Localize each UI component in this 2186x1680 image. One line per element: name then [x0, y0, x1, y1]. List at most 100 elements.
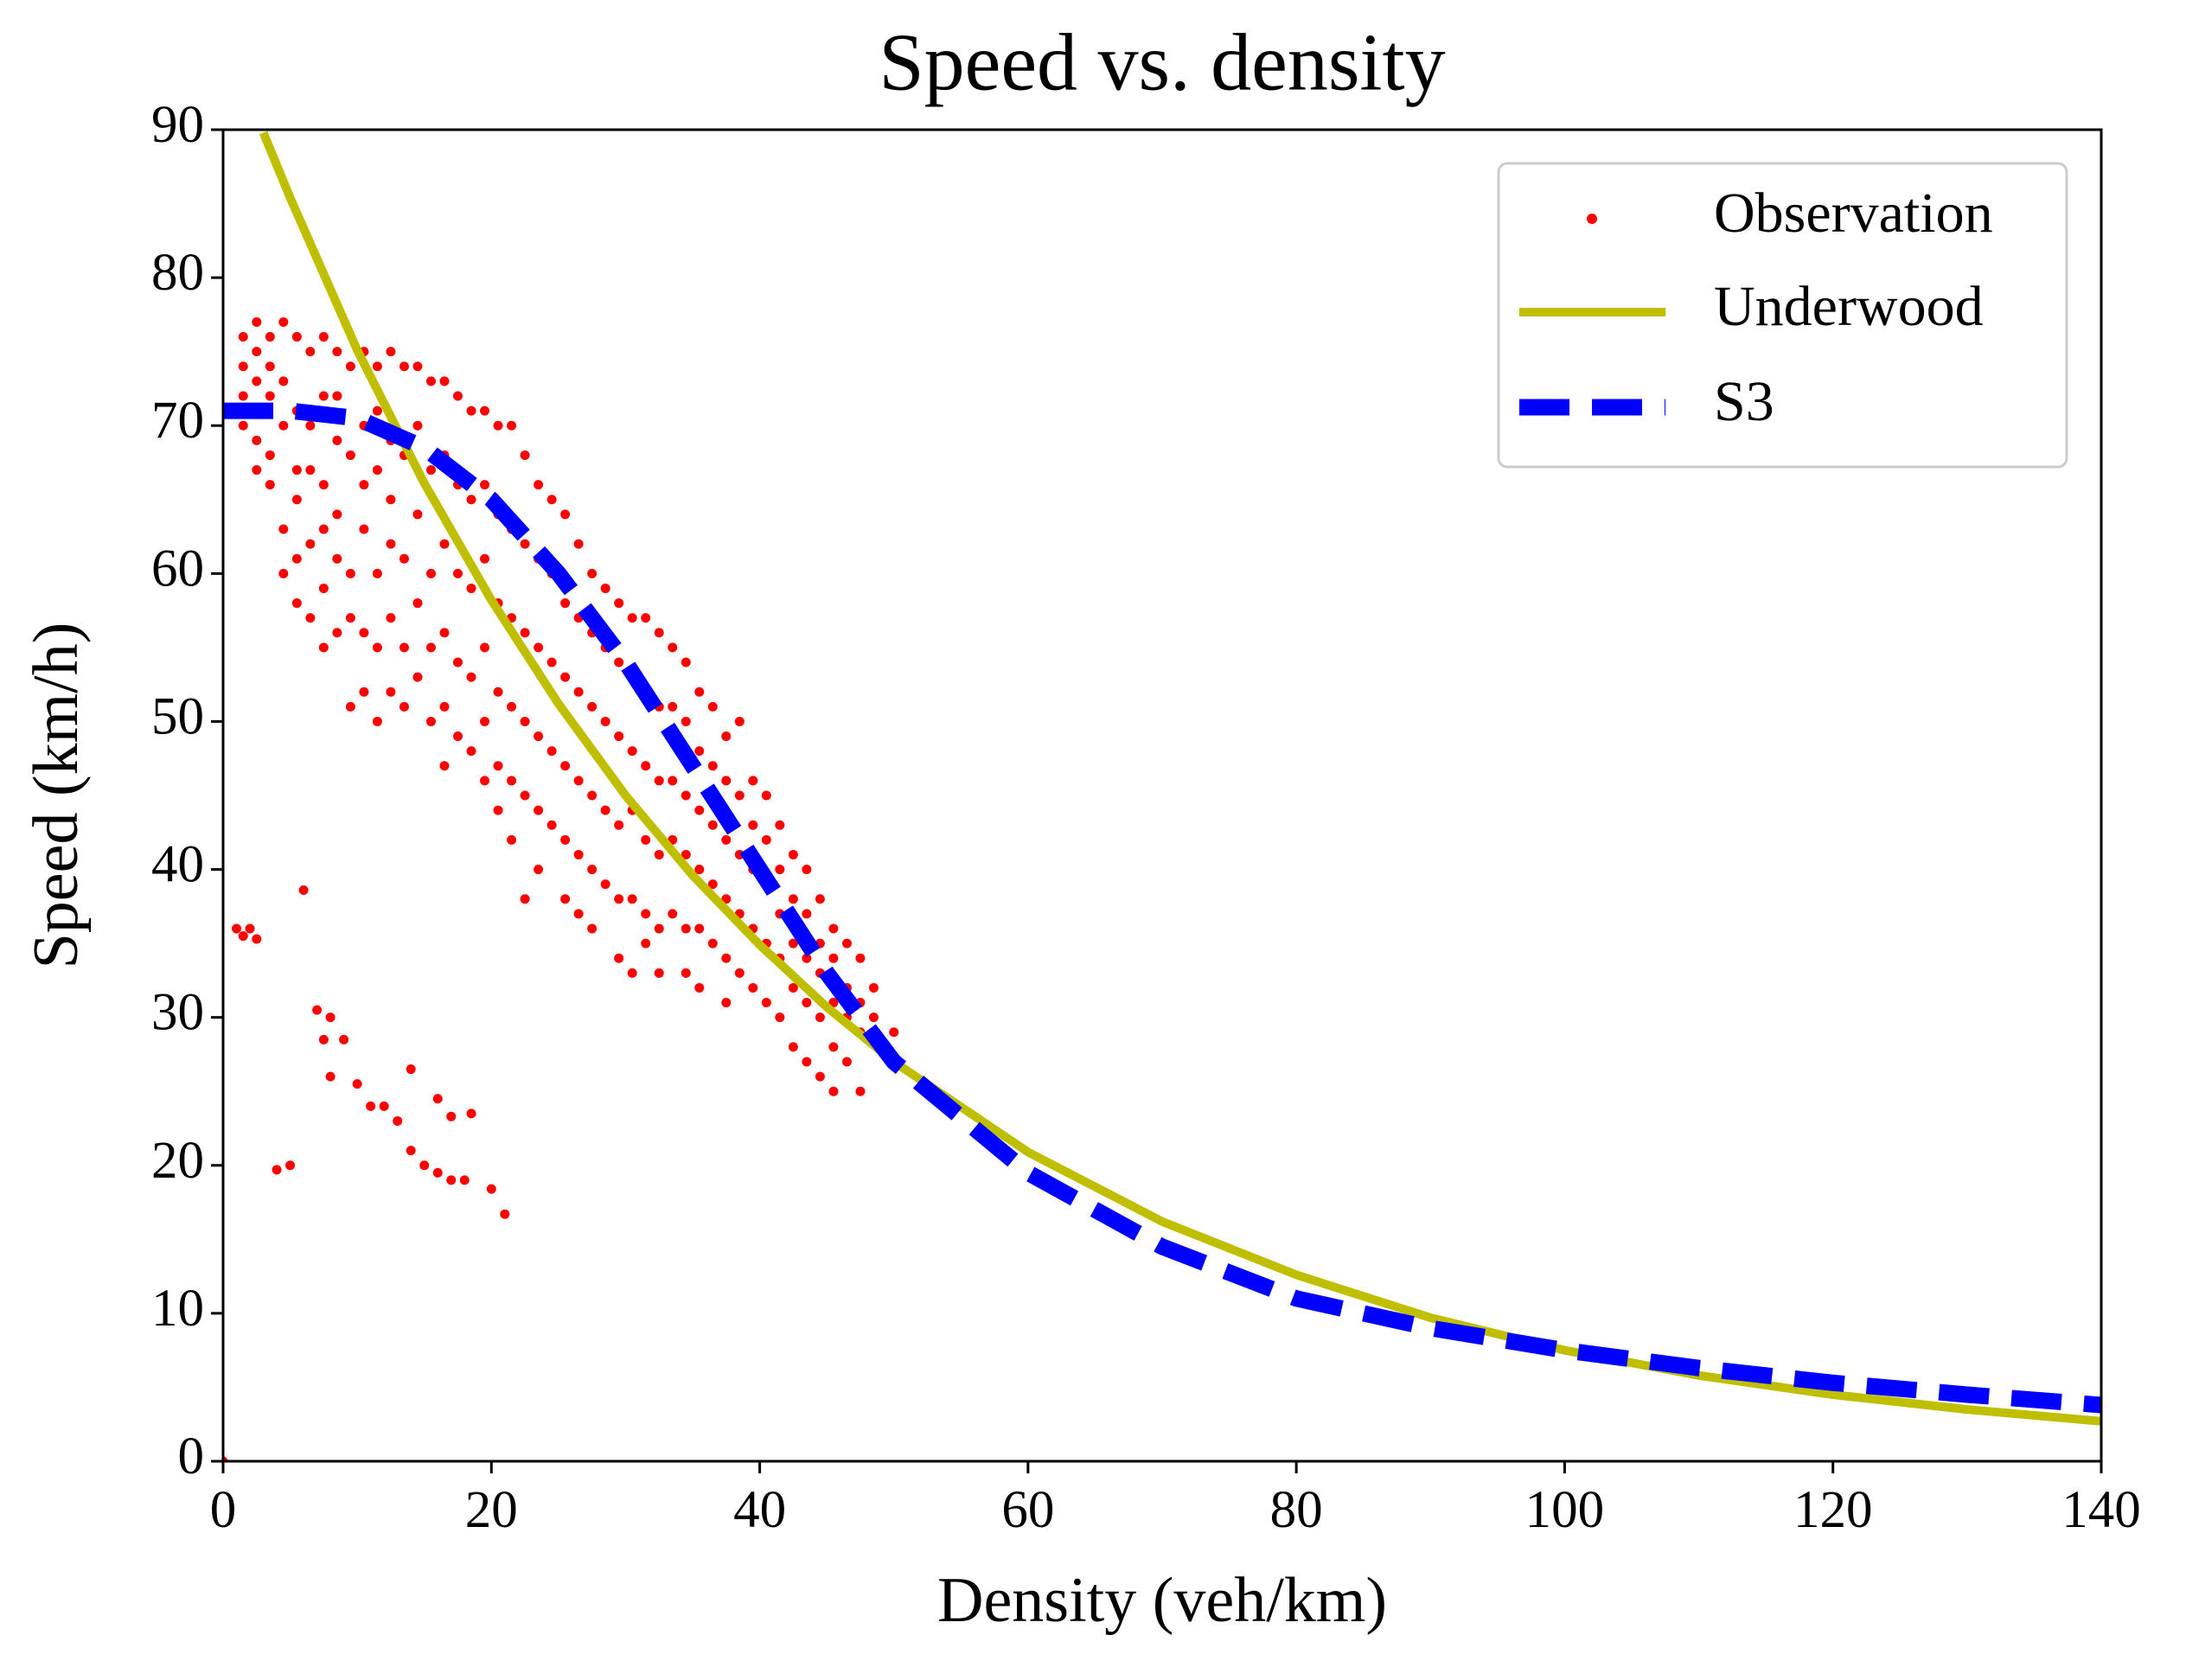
observation-point	[587, 790, 598, 801]
observation-point	[641, 834, 651, 845]
observation-point	[406, 1146, 416, 1156]
observation-point	[654, 968, 664, 978]
observation-point	[681, 716, 691, 726]
observation-point	[372, 465, 382, 476]
observation-point	[560, 834, 571, 845]
observation-point	[641, 938, 651, 949]
observation-point	[345, 613, 355, 623]
observation-point	[480, 406, 490, 416]
observation-point	[560, 598, 571, 609]
observation-point	[573, 776, 584, 786]
observation-point	[272, 1165, 282, 1175]
observation-point	[668, 701, 678, 712]
observation-point	[291, 332, 302, 342]
observation-point	[453, 657, 463, 668]
observation-point	[721, 953, 732, 963]
observation-point	[252, 465, 262, 476]
observation-point	[486, 1184, 496, 1194]
y-axis-label: Speed (km/h)	[21, 623, 92, 969]
observation-point	[654, 628, 664, 638]
observation-point	[560, 761, 571, 771]
observation-point	[425, 376, 436, 386]
observation-point	[788, 894, 798, 904]
observation-point	[265, 391, 275, 401]
observation-point	[721, 834, 732, 845]
x-tick-label: 80	[1270, 1481, 1323, 1539]
observation-point	[318, 583, 329, 593]
observation-point	[372, 568, 382, 578]
observation-point	[345, 450, 355, 460]
observation-point	[614, 820, 624, 830]
observation-point	[493, 420, 503, 431]
observation-point	[641, 761, 651, 771]
observation-point	[587, 923, 598, 934]
x-tick-label: 100	[1525, 1481, 1605, 1539]
observation-point	[520, 790, 530, 801]
observation-point	[734, 790, 745, 801]
y-tick-label: 50	[151, 687, 204, 745]
observation-point	[546, 820, 557, 830]
observation-point	[721, 998, 732, 1008]
observation-point	[453, 731, 463, 742]
observation-point	[439, 628, 450, 638]
observation-point	[305, 539, 316, 549]
observation-point	[748, 776, 758, 786]
observation-point	[406, 1064, 416, 1075]
observation-point	[252, 435, 262, 445]
observation-point	[425, 642, 436, 653]
observation-point	[332, 628, 342, 638]
observation-point	[668, 909, 678, 919]
x-tick-label: 40	[733, 1481, 786, 1539]
x-tick-label: 140	[2061, 1481, 2141, 1539]
observation-point	[425, 465, 436, 476]
y-tick-label: 0	[178, 1428, 205, 1485]
observation-point	[614, 657, 624, 668]
observation-point	[466, 495, 476, 505]
observation-point	[466, 1108, 476, 1119]
observation-point	[573, 539, 584, 549]
observation-point	[386, 687, 396, 697]
observation-point	[788, 849, 798, 859]
observation-point	[828, 1042, 839, 1052]
observation-point	[332, 347, 342, 357]
observation-point	[412, 672, 423, 682]
observation-point	[412, 509, 423, 520]
observation-point	[386, 495, 396, 505]
observation-point	[868, 982, 879, 993]
observation-point	[386, 539, 396, 549]
legend-label: Underwood	[1714, 275, 1984, 338]
observation-point	[232, 923, 242, 934]
y-tick-label: 60	[151, 540, 204, 597]
observation-point	[278, 316, 289, 327]
observation-point	[573, 849, 584, 859]
observation-point	[278, 524, 289, 534]
observation-point	[721, 776, 732, 786]
observation-point	[238, 420, 248, 431]
observation-point	[345, 568, 355, 578]
observation-point	[352, 1079, 362, 1089]
observation-point	[412, 361, 423, 372]
observation-point	[432, 1094, 443, 1104]
observation-point	[439, 701, 450, 712]
observation-point	[534, 865, 544, 875]
observation-point	[399, 701, 409, 712]
observation-point	[627, 746, 637, 757]
observation-point	[815, 1071, 825, 1082]
observation-point	[681, 968, 691, 978]
observation-point	[298, 885, 309, 896]
observation-point	[507, 420, 517, 431]
observation-point	[318, 391, 329, 401]
observation-point	[775, 820, 785, 830]
observation-point	[573, 909, 584, 919]
observation-point	[668, 642, 678, 653]
observation-point	[432, 1167, 443, 1178]
observation-point	[453, 568, 463, 578]
x-tick-label: 120	[1793, 1481, 1873, 1539]
observation-point	[668, 776, 678, 786]
observation-point	[265, 480, 275, 490]
observation-point	[252, 934, 262, 944]
observation-point	[265, 332, 275, 342]
observation-point	[788, 938, 798, 949]
observation-point	[480, 776, 490, 786]
observation-point	[265, 450, 275, 460]
